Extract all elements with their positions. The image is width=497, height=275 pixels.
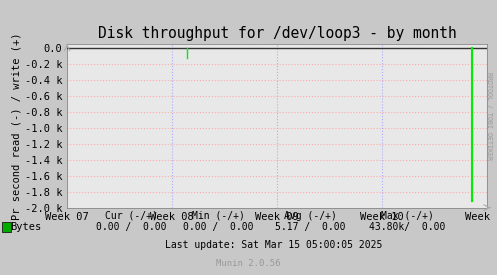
Text: Avg (-/+): Avg (-/+)	[284, 211, 337, 221]
Text: 0.00 /  0.00: 0.00 / 0.00	[183, 222, 254, 232]
Text: 43.80k/  0.00: 43.80k/ 0.00	[369, 222, 446, 232]
Text: Last update: Sat Mar 15 05:00:05 2025: Last update: Sat Mar 15 05:00:05 2025	[165, 240, 382, 250]
Title: Disk throughput for /dev/loop3 - by month: Disk throughput for /dev/loop3 - by mont…	[98, 26, 456, 42]
Text: 0.00 /  0.00: 0.00 / 0.00	[96, 222, 167, 232]
Y-axis label: Pr second read (-) / write (+): Pr second read (-) / write (+)	[12, 32, 22, 219]
Text: Munin 2.0.56: Munin 2.0.56	[216, 260, 281, 268]
Text: Min (-/+): Min (-/+)	[192, 211, 245, 221]
Text: Bytes: Bytes	[10, 222, 41, 232]
Text: 5.17 /  0.00: 5.17 / 0.00	[275, 222, 346, 232]
Text: Max (-/+): Max (-/+)	[381, 211, 434, 221]
Text: Cur (-/+): Cur (-/+)	[105, 211, 158, 221]
Text: RRDTOOL / TOBI OETIKER: RRDTOOL / TOBI OETIKER	[486, 72, 492, 160]
